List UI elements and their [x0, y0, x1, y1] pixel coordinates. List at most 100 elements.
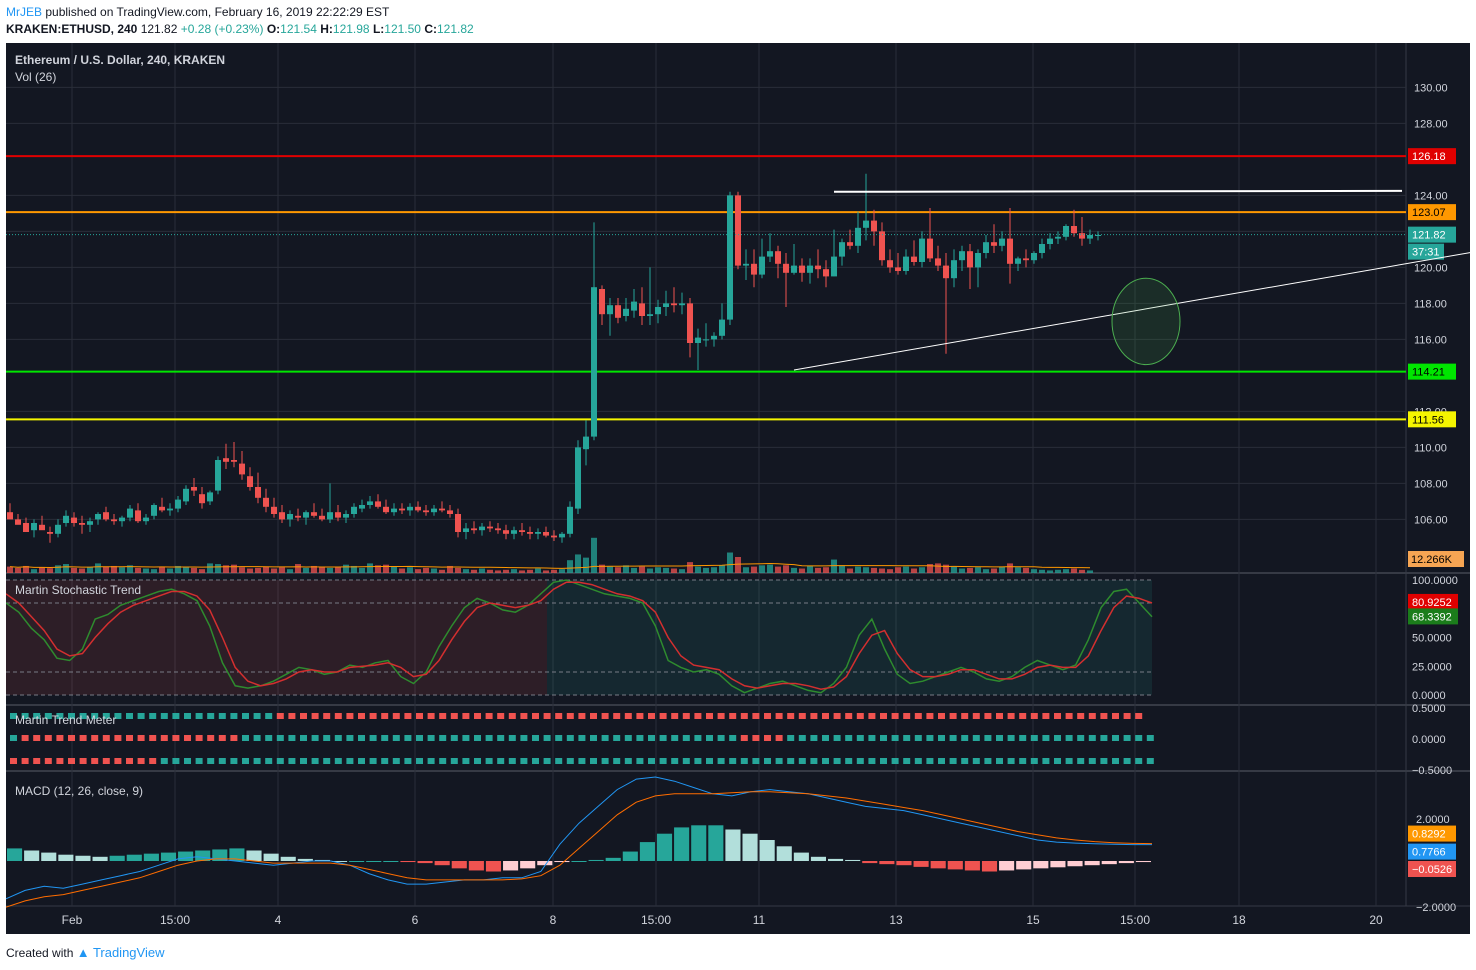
stoch-bull-zone [547, 580, 1152, 695]
author-link[interactable]: MrJEB [6, 5, 42, 19]
macd-histogram-bar [434, 861, 450, 866]
macd-histogram-bar [1084, 861, 1100, 866]
trend-meter-cell [1123, 713, 1131, 719]
tradingview-logo-icon[interactable]: ▲ [76, 945, 90, 960]
trend-meter-cell [33, 713, 41, 719]
volume-bar [871, 567, 877, 573]
trend-meter-cell [230, 758, 238, 764]
open-label: O: [266, 22, 281, 36]
tradingview-brand[interactable]: TradingView [92, 945, 165, 960]
trend-meter-cell [543, 735, 551, 741]
volume-value-tag [1408, 551, 1464, 567]
trend-meter-cell [346, 758, 354, 764]
trend-meter-cell [1123, 735, 1131, 741]
top-trendline [833, 189, 1403, 193]
macd-signal-label: 0.8292 [1412, 829, 1446, 841]
chart-canvas[interactable]: Feb 15:00 4 6 8 15:00 11 13 15 15:00 18 20 130.00 128… [6, 43, 1470, 934]
y-tick-label: 110.00 [1414, 442, 1447, 454]
trend-meter-cell [450, 713, 458, 719]
candle-body [719, 319, 725, 336]
trend-meter-cell [1112, 713, 1119, 719]
candle-body [599, 289, 605, 315]
stoch-k-tag [1408, 593, 1458, 610]
volume-bar [47, 568, 53, 573]
trend-meter-cell [91, 758, 99, 764]
macd-histogram-bar [1050, 861, 1066, 868]
symbol-info: KRAKEN:ETHUSD, 240 121.82 +0.28 (+0.23%)… [6, 22, 474, 36]
candle-body [279, 512, 285, 520]
symbol-label: KRAKEN:ETHUSD, 240 [6, 22, 138, 36]
trend-meter-cell [845, 713, 853, 719]
volume-bar [71, 567, 77, 573]
macd-histogram-bar [314, 859, 330, 861]
candle-body [887, 260, 893, 268]
trend-meter-cell [636, 758, 644, 764]
volume-bar [679, 569, 685, 573]
volume-bar [255, 567, 261, 573]
volume-bar [511, 569, 517, 573]
stoch-k-line [6, 579, 1153, 694]
candle-body [159, 506, 165, 511]
candle-body [167, 508, 173, 511]
volume-bar [407, 567, 413, 573]
trend-meter-cell [1007, 713, 1015, 719]
trend-meter-title: Martin Trend Meter [15, 713, 116, 727]
candle-body [303, 512, 309, 518]
trend-meter-cell [218, 713, 226, 719]
candle-body [191, 487, 197, 491]
trend-meter-cell [624, 735, 632, 741]
volume-bar [791, 567, 797, 573]
candle-body [671, 303, 677, 306]
candle-body [391, 508, 397, 513]
trend-meter-cell [868, 758, 876, 764]
volume-bar [319, 566, 325, 573]
signal-line [6, 791, 1153, 908]
trend-meter-cell [381, 713, 389, 719]
trend-meter-cell [856, 713, 864, 719]
trend-meter-cell [694, 735, 702, 741]
macd-histogram-bar [742, 833, 758, 861]
candle-body [47, 532, 53, 534]
change-value: +0.28 (+0.23%) [180, 22, 264, 36]
candle-body [407, 506, 413, 511]
volume-bar [1015, 567, 1021, 573]
candle-body [71, 517, 77, 523]
trend-meter-cell [706, 713, 713, 719]
volume-bar [95, 563, 101, 573]
trend-meter-cell [706, 758, 713, 764]
trend-meter-cell [195, 758, 203, 764]
trend-meter-cell [775, 758, 783, 764]
trend-meter-cell [926, 713, 934, 719]
trend-meter-cell [810, 758, 818, 764]
trend-meter-cell [1030, 735, 1038, 741]
trend-meter-cell [114, 713, 122, 719]
candle-body [1055, 236, 1061, 239]
candle-body [311, 512, 317, 516]
volume-bar [711, 567, 717, 573]
trend-meter-cell [300, 758, 307, 764]
volume-bar [503, 569, 509, 573]
macd-title: MACD (12, 26, close, 9) [15, 784, 143, 798]
trend-meter-cell [706, 735, 713, 741]
trend-meter-cell [590, 758, 597, 764]
volume-bar [815, 567, 821, 573]
macd-histogram-bar [41, 852, 57, 861]
candle-body [983, 242, 989, 253]
candle-body [519, 530, 525, 532]
trend-meter-cell [44, 713, 52, 719]
trend-meter-cell [404, 735, 412, 741]
candle-body [663, 303, 669, 307]
macd-histogram-bar [776, 846, 792, 861]
support-yellow-tag [1408, 411, 1456, 428]
trend-meter-cell [984, 758, 992, 764]
trend-meter-cell [845, 735, 853, 741]
volume-bar [719, 565, 725, 573]
x-tick-label: 15:00 [641, 913, 671, 927]
volume-bar [895, 567, 901, 573]
trend-meter-cell [624, 713, 632, 719]
trend-meter-cell [230, 713, 238, 719]
volume-bar [1047, 570, 1053, 573]
x-tick-label: 8 [550, 913, 557, 927]
chart-title: Ethereum / U.S. Dollar, 240, KRAKEN [15, 53, 225, 67]
trend-meter-cell [311, 758, 319, 764]
